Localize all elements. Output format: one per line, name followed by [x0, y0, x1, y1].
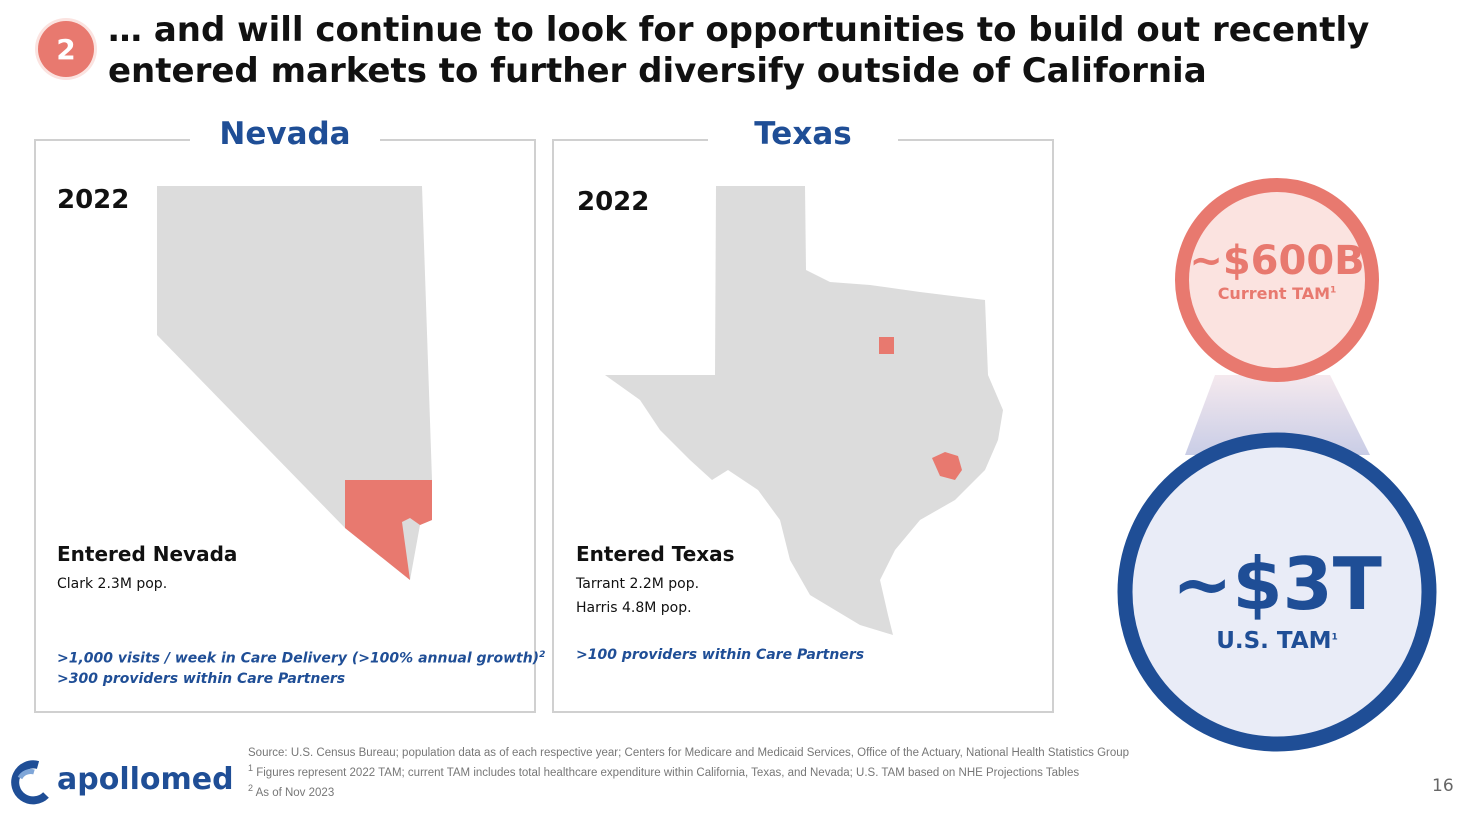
footnote-ref: 2 — [539, 650, 546, 660]
footnote: 2 As of Nov 2023 — [248, 781, 1129, 801]
footnote-mark: 1 — [248, 763, 254, 773]
footnotes: Source: U.S. Census Bureau; population d… — [248, 746, 1129, 801]
texas-panel — [552, 139, 1054, 713]
footnote-text: As of Nov 2023 — [255, 786, 335, 799]
page-number: 16 — [1432, 776, 1454, 796]
highlight: >300 providers within Care Partners — [57, 671, 346, 687]
logo: apollomed — [57, 762, 234, 797]
title: … and will continue to look for opportun… — [108, 10, 1370, 91]
footnote-ref: 1 — [1331, 632, 1338, 643]
footnote-ref: 1 — [1330, 285, 1337, 296]
highlight: >100 providers within Care Partners — [576, 647, 865, 663]
footnote: Source: U.S. Census Bureau; population d… — [248, 747, 1130, 759]
footnote-text: Figures represent 2022 TAM; current TAM … — [256, 766, 1080, 779]
highlight-text: >1,000 visits / week in Care Delivery (>… — [57, 650, 540, 667]
us-tam-label: U.S. TAM1 — [1127, 628, 1427, 654]
label: U.S. TAM — [1216, 628, 1332, 654]
nevada-panel — [34, 139, 536, 713]
label: Current TAM — [1217, 284, 1331, 303]
footnote-mark: 2 — [248, 782, 254, 793]
current-tam-circle — [1175, 178, 1379, 382]
tam-connector — [1185, 375, 1370, 455]
badge-text: 2 — [56, 32, 76, 66]
us-tam-circle — [1117, 432, 1437, 752]
panel-title: Texas — [708, 116, 898, 152]
fact: Tarrant 2.2M pop. — [576, 576, 700, 592]
year: 2022 — [577, 187, 650, 217]
highlight: >1,000 visits / week in Care Delivery (>… — [57, 643, 545, 671]
fact: Harris 4.8M pop. — [576, 600, 692, 616]
year: 2022 — [57, 185, 130, 215]
logo-icon-accent — [17, 769, 35, 780]
clark-county — [345, 480, 432, 580]
badge: 2 — [38, 21, 94, 77]
us-tam-value: ~$3T — [1172, 542, 1382, 626]
panel-heading: Entered Nevada — [57, 542, 238, 566]
current-tam-value: ~$600B — [1189, 238, 1365, 284]
footnote: 1 Figures represent 2022 TAM; current TA… — [248, 761, 1129, 781]
current-tam-label: Current TAM1 — [1177, 284, 1377, 303]
panel-heading: Entered Texas — [576, 542, 735, 566]
logo-icon — [11, 760, 49, 805]
harris-county — [932, 452, 962, 480]
texas-map — [605, 186, 1003, 635]
fact: Clark 2.3M pop. — [57, 576, 168, 592]
tarrant-county — [879, 337, 894, 354]
panel-title: Nevada — [190, 116, 380, 152]
